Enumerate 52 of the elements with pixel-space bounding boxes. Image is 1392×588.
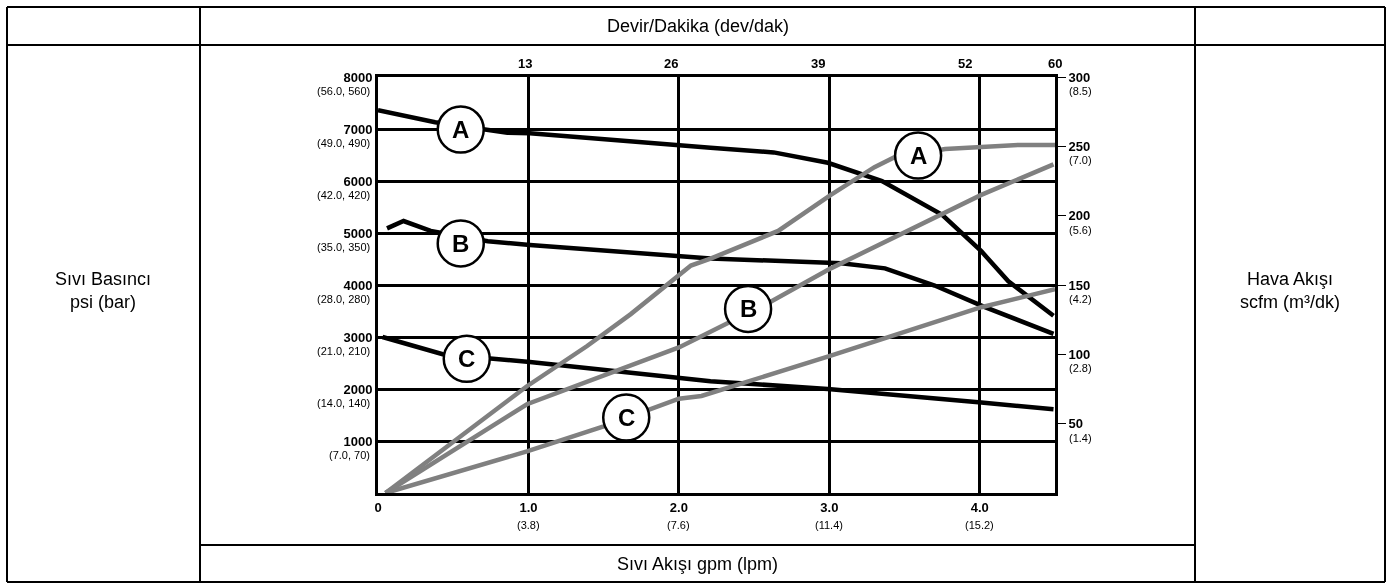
annotation: B: [452, 230, 470, 257]
x2-axis-title: Devir/Dakika (dev/dak): [607, 16, 790, 36]
y-tick-label: 3000: [343, 329, 373, 345]
text: (56.0, 560): [317, 85, 371, 97]
y-tick-label: 2000: [343, 381, 373, 397]
text: (1.4): [1069, 432, 1092, 444]
text: (2.8): [1069, 362, 1092, 374]
annotation: C: [618, 404, 636, 431]
x2-tick-label: 52: [958, 56, 973, 71]
text: Sıvı Basıncı psi (bar): [55, 269, 152, 313]
text: (49.0, 490): [317, 137, 371, 149]
annotation: B: [740, 295, 758, 322]
x2-tick-label: 26: [664, 56, 679, 71]
y2-tick-label: 150: [1068, 277, 1091, 293]
annotation: A: [452, 116, 470, 143]
y2-tick-label: 300: [1068, 69, 1091, 85]
text: (28.0, 280): [317, 293, 371, 305]
y2-tick-label: 250: [1068, 138, 1091, 154]
y-tick-label: 4000: [343, 277, 373, 293]
y-tick-label: 7000: [343, 121, 373, 137]
text: (14.0, 140): [317, 397, 371, 409]
x2-tick-label: 39: [811, 56, 826, 71]
text: (42.0, 420): [317, 189, 371, 201]
y-tick-label: 6000: [343, 173, 373, 189]
y-tick-label: 5000: [343, 225, 373, 241]
annotation: A: [910, 142, 928, 169]
text: (4.2): [1069, 293, 1092, 305]
text: (8.5): [1069, 85, 1092, 97]
text: (15.2): [965, 519, 994, 531]
annotation: C: [458, 345, 476, 372]
x-axis-title: Sıvı Akışı gpm (lpm): [617, 554, 779, 574]
y-tick-label: 8000: [343, 69, 373, 85]
text: (3.8): [517, 519, 540, 531]
text: (11.4): [815, 519, 843, 531]
x-tick-label: 1.0: [519, 499, 538, 515]
x-tick-label: 4.0: [970, 499, 989, 515]
y-tick-label: 1000: [343, 433, 373, 449]
x-tick-label: 3.0: [820, 499, 839, 515]
text: Hava Akışı scfm (m³/dk): [1240, 269, 1340, 313]
text: (35.0, 350): [317, 241, 371, 253]
y2-tick-label: 100: [1068, 346, 1091, 362]
text: (7.0): [1069, 154, 1092, 166]
x-tick-label: 0: [374, 499, 382, 515]
x2-tick-label: 13: [518, 56, 533, 71]
text: (7.0, 70): [329, 449, 370, 461]
x-tick-label: 2.0: [669, 499, 688, 515]
text: (7.6): [667, 519, 690, 531]
y2-tick-label: 200: [1068, 208, 1091, 224]
y2-tick-label: 50: [1068, 416, 1084, 432]
text: (21.0, 210): [317, 345, 371, 357]
text: (5.6): [1069, 224, 1092, 236]
x2-tick-label: 60: [1048, 56, 1063, 71]
